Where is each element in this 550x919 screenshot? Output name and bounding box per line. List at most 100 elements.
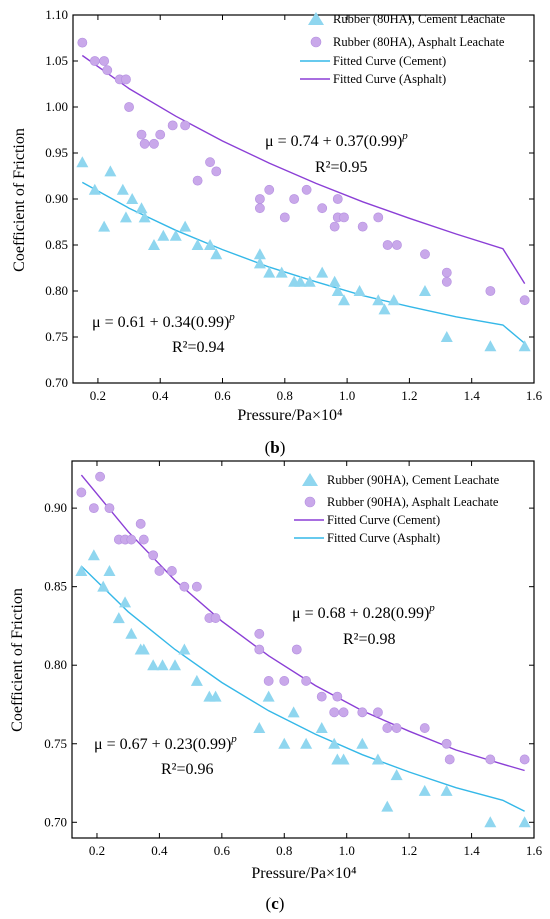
legend-entry-cement-leachate: Rubber (90HA), Cement Leachate: [327, 473, 500, 487]
cement-data-point: [97, 580, 110, 592]
asphalt-data-point: [485, 754, 496, 765]
asphalt-data-point: [179, 581, 190, 592]
cement-data-point: [300, 737, 313, 749]
asphalt-data-point: [205, 157, 215, 168]
fitted-curve-line: [81, 54, 526, 284]
x-tick-label: 0.8: [277, 388, 293, 403]
asphalt-data-point: [191, 581, 202, 592]
asphalt-data-point: [441, 738, 452, 749]
cement-data-point: [119, 596, 132, 608]
asphalt-data-point: [291, 644, 302, 655]
cement-data-point: [484, 340, 497, 352]
asphalt-data-point: [254, 194, 265, 204]
asphalt-data-point: [338, 707, 349, 718]
cement-data-point: [328, 275, 341, 287]
asphalt-data-point: [126, 534, 137, 545]
cement-data-point: [390, 769, 403, 781]
asphalt-data-point: [373, 212, 384, 223]
asphalt-data-point: [329, 221, 340, 232]
asphalt-data-point: [317, 203, 328, 214]
cement-data-point: [275, 266, 288, 278]
asphalt-data-point: [301, 184, 312, 195]
asphalt-data-point: [391, 723, 402, 733]
asphalt-data-point: [339, 212, 349, 223]
legend-entry-fitted-asphalt: Fitted Curve (Asphalt): [327, 531, 440, 545]
asphalt-data-point: [519, 754, 530, 765]
cement-data-point: [353, 285, 366, 296]
x-tick-label: 1.4: [464, 388, 481, 403]
legend-triangle-marker: [302, 473, 318, 486]
y-tick-label: 0.90: [44, 500, 67, 515]
asphalt-data-point: [138, 534, 149, 545]
y-tick-label: 0.80: [45, 283, 68, 298]
cement-data-point: [316, 266, 329, 278]
asphalt-data-point: [104, 503, 115, 514]
asphalt-data-point: [519, 295, 530, 306]
y-tick-label: 1.00: [45, 99, 68, 114]
legend-entry-asphalt-leachate: Rubber (80HA), Asphalt Leachate: [333, 35, 505, 49]
asphalt-data-point: [95, 471, 105, 482]
fitted-curve-line: [80, 474, 525, 772]
panel-b-chart: 0.2 0.4 0.6 0.8 1.0 1.2 1.4 1.6 0.70 0.75 0.80 0.85…: [11, 7, 543, 457]
panel-b-r2-cement: R²=0.94: [172, 339, 225, 356]
cement-data-point: [190, 674, 203, 686]
panel-b-equation-cement: μ = 0.61 + 0.34(0.99)p: [92, 311, 235, 331]
cement-data-point: [378, 303, 391, 315]
cement-data-point: [88, 183, 101, 195]
asphalt-data-point: [167, 120, 178, 131]
asphalt-data-point: [382, 723, 393, 733]
asphalt-data-point: [136, 129, 147, 140]
y-tick-label: 0.90: [45, 191, 68, 206]
cement-data-point: [371, 753, 384, 765]
asphalt-data-point: [77, 37, 88, 48]
cement-data-point: [76, 156, 89, 168]
cement-data-point: [191, 239, 204, 250]
asphalt-data-point: [121, 74, 131, 85]
legend-circle-marker: [304, 496, 316, 508]
legend-entry-fitted-cement: Fitted Curve (Cement): [327, 513, 440, 527]
y-tick-label: 1.10: [45, 7, 68, 22]
panel-c-r2-top: R²=0.98: [343, 631, 396, 648]
cement-data-point: [126, 193, 139, 204]
cement-data-point: [104, 165, 117, 177]
asphalt-data-point: [441, 276, 452, 287]
cement-data-point: [356, 737, 369, 749]
x-tick-label: 1.6: [526, 388, 543, 403]
asphalt-data-point: [254, 644, 265, 655]
y-tick-label: 0.75: [45, 329, 68, 344]
cement-data-point: [179, 220, 192, 232]
asphalt-data-point: [279, 212, 290, 223]
cement-data-point: [98, 220, 111, 232]
asphalt-data-point: [89, 56, 100, 66]
cement-data-point: [262, 690, 275, 702]
cement-data-point: [253, 248, 266, 260]
asphalt-data-point: [180, 120, 191, 131]
asphalt-data-point: [139, 138, 150, 149]
cement-data-point: [209, 690, 222, 702]
asphalt-data-point: [154, 566, 165, 576]
y-tick-label: 0.95: [45, 145, 68, 160]
asphalt-data-point: [332, 194, 343, 204]
asphalt-data-point: [420, 249, 430, 260]
y-tick-label: 0.80: [44, 657, 67, 672]
asphalt-data-point: [444, 754, 455, 765]
fitted-curve-line: [81, 181, 526, 344]
legend-entry-asphalt-leachate: Rubber (90HA), Asphalt Leachate: [327, 495, 499, 509]
y-tick-label: 0.70: [44, 814, 67, 829]
x-tick-label: 0.6: [214, 388, 231, 403]
cement-data-point: [328, 737, 341, 749]
cement-data-point: [337, 294, 350, 306]
cement-data-point: [157, 229, 170, 241]
cement-data-point: [381, 800, 394, 812]
cement-data-point: [387, 294, 400, 306]
x-tick-label: 0.2: [90, 388, 106, 403]
legend-entry-fitted-cement: Fitted Curve (Cement): [333, 54, 446, 68]
cement-data-point: [440, 784, 453, 796]
cement-data-point: [75, 564, 88, 576]
cement-data-point: [87, 549, 100, 561]
legend-entry-cement-leachate: Rubber (80HA), Cement Leachate: [333, 12, 506, 26]
panel-c-x-axis-title: Pressure/Pa×10⁴: [251, 865, 357, 882]
asphalt-data-point: [254, 203, 265, 214]
cement-data-point: [119, 211, 132, 223]
cement-data-point: [440, 331, 453, 342]
